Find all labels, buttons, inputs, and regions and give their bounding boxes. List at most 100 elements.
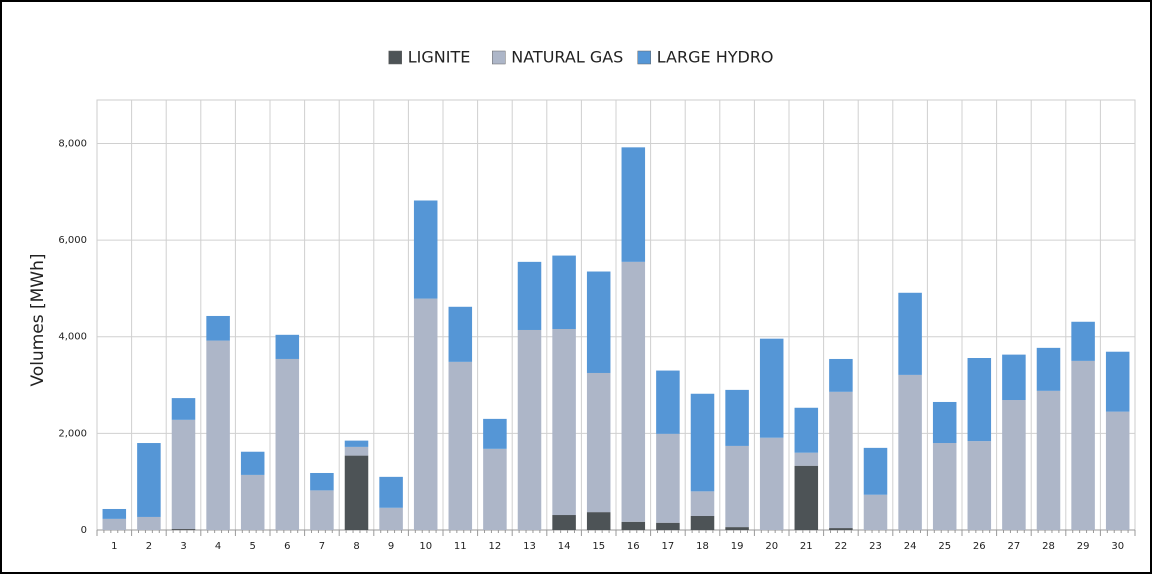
x-tick-label: 12 (489, 541, 502, 552)
bar-segment (137, 443, 161, 517)
bar-segment (240, 451, 265, 475)
bar-segment (967, 358, 992, 442)
x-tick-label: 11 (454, 541, 467, 552)
bar-segment (171, 398, 196, 420)
bar-segment (275, 358, 300, 530)
x-tick-label: 28 (1042, 541, 1055, 552)
bar-segment (898, 374, 922, 530)
bar-segment (586, 271, 611, 373)
y-tick-label: 0 (81, 525, 87, 536)
bar-segment (690, 491, 715, 516)
x-tick-label: 29 (1077, 541, 1090, 552)
legend-label: LIGNITE (408, 48, 471, 67)
x-tick-label: 24 (904, 541, 917, 552)
bar-segment (102, 518, 127, 530)
x-tick-label: 14 (558, 541, 571, 552)
legend-swatch (637, 50, 651, 65)
bar-segment (552, 515, 576, 530)
x-tick-label: 17 (662, 541, 675, 552)
bar-segment (863, 494, 888, 530)
bar-segment (967, 441, 992, 530)
bar-segment (586, 372, 611, 513)
bar-segment (517, 261, 542, 330)
x-tick-label: 2 (146, 541, 152, 552)
bar-segment (413, 200, 438, 299)
y-axis-label: Volumes [MWh] (28, 253, 48, 386)
bar-segment (656, 370, 680, 434)
x-tick-label: 30 (1111, 541, 1124, 552)
x-tick-label: 25 (938, 541, 951, 552)
bar-segment (829, 358, 853, 392)
bar-segment (344, 455, 369, 530)
bar-segment (483, 418, 507, 449)
bar-segment (1071, 360, 1095, 530)
x-tick-label: 26 (973, 541, 986, 552)
x-tick-label: 8 (353, 541, 359, 552)
x-tick-label: 21 (800, 541, 813, 552)
legend-label: NATURAL GAS (511, 48, 623, 67)
bar-segment (863, 447, 888, 495)
y-tick-label: 6,000 (58, 235, 87, 246)
bar-segment (483, 448, 507, 530)
x-tick-label: 5 (250, 541, 256, 552)
y-tick-label: 4,000 (58, 332, 87, 343)
x-tick-label: 18 (696, 541, 709, 552)
bar-segment (794, 465, 819, 530)
bar-segment (690, 393, 715, 492)
bar-segment (621, 261, 646, 522)
bar-segment (1105, 351, 1130, 412)
y-tick-label: 2,000 (58, 428, 87, 439)
bar-segment (586, 512, 611, 530)
bar-segment (379, 507, 403, 530)
bar-segment (1002, 400, 1026, 530)
bar-segment (206, 315, 230, 341)
bar-segment (794, 407, 819, 453)
legend-label: LARGE HYDRO (657, 48, 774, 67)
bar-segment (621, 521, 646, 530)
bar-segment (898, 292, 922, 375)
bar-segment (171, 529, 196, 530)
bar-segment (1071, 321, 1095, 361)
x-tick-label: 9 (388, 541, 394, 552)
x-tick-label: 7 (319, 541, 325, 552)
bar-segment (759, 437, 784, 530)
bar-segment (552, 255, 576, 330)
bar-segment (621, 147, 646, 262)
bar-segment (829, 528, 853, 530)
bar-segment (690, 515, 715, 530)
x-tick-label: 23 (869, 541, 882, 552)
bar-segment (448, 361, 473, 530)
x-tick-label: 1 (111, 541, 117, 552)
bar-segment (310, 472, 334, 491)
bar-segment (656, 522, 680, 530)
x-tick-label: 22 (835, 541, 848, 552)
bar-segment (725, 389, 749, 446)
bar-segment (1036, 347, 1061, 391)
bar-segment (932, 401, 957, 444)
legend-swatch (388, 50, 402, 65)
bar-segment (240, 474, 265, 530)
bar-segment (206, 340, 230, 530)
bar-segment (344, 446, 369, 456)
x-tick-label: 4 (215, 541, 221, 552)
y-tick-label: 8,000 (58, 138, 87, 149)
x-tick-label: 10 (419, 541, 432, 552)
bar-segment (379, 476, 403, 508)
bar-segment (413, 298, 438, 530)
bar-segment (1002, 354, 1026, 401)
bar-segment (171, 419, 196, 530)
bar-segment (725, 527, 749, 530)
bar-segment (310, 490, 334, 530)
bar-segment (829, 391, 853, 529)
bar-segment (517, 329, 542, 530)
bar-segment (344, 440, 369, 447)
x-tick-label: 19 (731, 541, 744, 552)
x-tick-label: 6 (284, 541, 290, 552)
bar-segment (932, 443, 957, 530)
bar-segment (552, 329, 576, 516)
x-tick-label: 27 (1008, 541, 1021, 552)
x-tick-label: 3 (180, 541, 186, 552)
bar-segment (794, 452, 819, 466)
x-tick-label: 16 (627, 541, 640, 552)
